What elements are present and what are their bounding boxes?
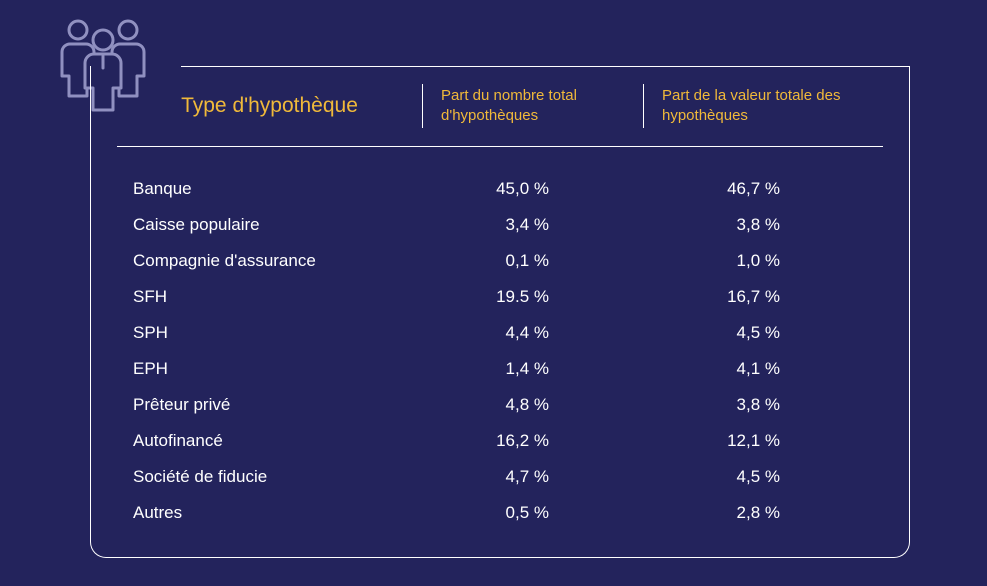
cell-type: Autres — [117, 503, 422, 523]
cell-share-count: 16,2 % — [422, 431, 643, 451]
cell-share-count: 19.5 % — [422, 287, 643, 307]
cell-share-count: 0,5 % — [422, 503, 643, 523]
cell-share-value: 2,8 % — [643, 503, 864, 523]
table-row: Banque 45,0 % 46,7 % — [117, 171, 883, 207]
cell-type: Autofinancé — [117, 431, 422, 451]
cell-share-count: 4,7 % — [422, 467, 643, 487]
cell-share-value: 4,5 % — [643, 467, 864, 487]
cell-share-value: 3,8 % — [643, 395, 864, 415]
cell-type: Banque — [117, 179, 422, 199]
cell-share-value: 4,5 % — [643, 323, 864, 343]
table-top-border — [181, 66, 909, 67]
cell-share-count: 1,4 % — [422, 359, 643, 379]
table-row: EPH 1,4 % 4,1 % — [117, 351, 883, 387]
col-header-share-value: Part de la valeur totale des hypothèques — [644, 86, 864, 127]
cell-type: SFH — [117, 287, 422, 307]
cell-share-value: 12,1 % — [643, 431, 864, 451]
cell-type: Caisse populaire — [117, 215, 422, 235]
cell-share-count: 45,0 % — [422, 179, 643, 199]
col-header-share-count: Part du nombre total d'hypothèques — [423, 86, 643, 127]
cell-share-value: 16,7 % — [643, 287, 864, 307]
table-row: Autofinancé 16,2 % 12,1 % — [117, 423, 883, 459]
cell-type: SPH — [117, 323, 422, 343]
col-header-type: Type d'hypothèque — [117, 94, 422, 118]
table-body: Banque 45,0 % 46,7 % Caisse populaire 3,… — [91, 147, 909, 531]
cell-share-value: 46,7 % — [643, 179, 864, 199]
mortgage-table: Type d'hypothèque Part du nombre total d… — [90, 66, 910, 558]
cell-share-value: 4,1 % — [643, 359, 864, 379]
cell-share-count: 4,8 % — [422, 395, 643, 415]
cell-share-count: 0,1 % — [422, 251, 643, 271]
table-row: Prêteur privé 4,8 % 3,8 % — [117, 387, 883, 423]
cell-share-count: 3,4 % — [422, 215, 643, 235]
table-header: Type d'hypothèque Part du nombre total d… — [117, 66, 883, 147]
cell-share-value: 3,8 % — [643, 215, 864, 235]
table-row: SFH 19.5 % 16,7 % — [117, 279, 883, 315]
cell-share-count: 4,4 % — [422, 323, 643, 343]
cell-type: Compagnie d'assurance — [117, 251, 422, 271]
table-row: Autres 0,5 % 2,8 % — [117, 495, 883, 531]
table-row: Société de fiducie 4,7 % 4,5 % — [117, 459, 883, 495]
cell-type: Prêteur privé — [117, 395, 422, 415]
cell-type: EPH — [117, 359, 422, 379]
cell-share-value: 1,0 % — [643, 251, 864, 271]
table-row: SPH 4,4 % 4,5 % — [117, 315, 883, 351]
cell-type: Société de fiducie — [117, 467, 422, 487]
table-row: Caisse populaire 3,4 % 3,8 % — [117, 207, 883, 243]
table-row: Compagnie d'assurance 0,1 % 1,0 % — [117, 243, 883, 279]
